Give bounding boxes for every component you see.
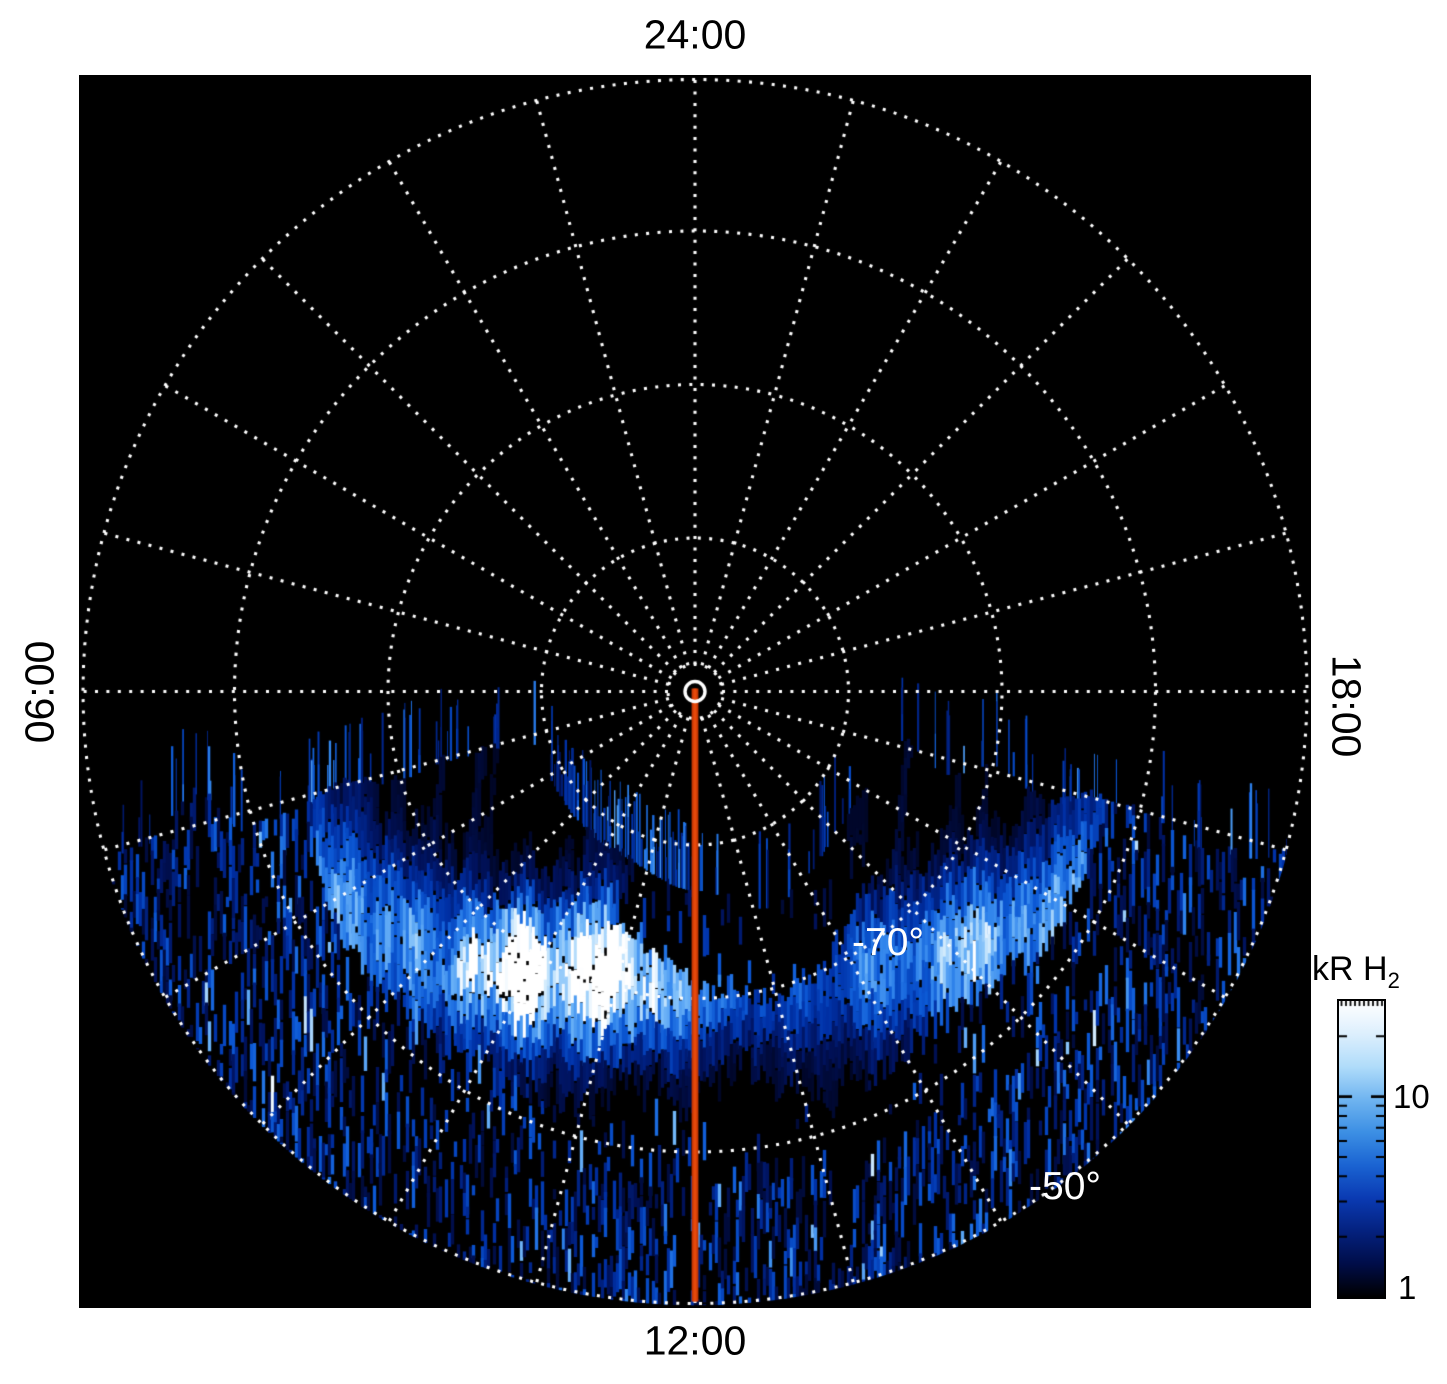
colorbar-title-subscript: 2 [1387, 967, 1400, 993]
colorbar-gradient [1337, 999, 1386, 1299]
aurora-emission-map-canvas [79, 75, 1311, 1308]
local-time-label-0600: 06:00 [16, 640, 63, 744]
colorbar-tick-label-10: 10 [1393, 1078, 1430, 1115]
polar-plot [79, 75, 1311, 1308]
local-time-label-2400: 24:00 [643, 11, 747, 58]
local-time-label-1200: 12:00 [643, 1317, 747, 1364]
local-time-label-1800: 18:00 [1323, 654, 1370, 758]
colorbar-ticks-canvas [1339, 1001, 1384, 1297]
colorbar-title: kR H2 [1312, 950, 1400, 994]
colorbar-tick-label-1: 1 [1398, 1269, 1417, 1306]
latitude-label-minus70: -70° [852, 921, 924, 964]
latitude-label-minus50: -50° [1029, 1165, 1101, 1208]
colorbar-title-text: kR H [1312, 950, 1388, 988]
